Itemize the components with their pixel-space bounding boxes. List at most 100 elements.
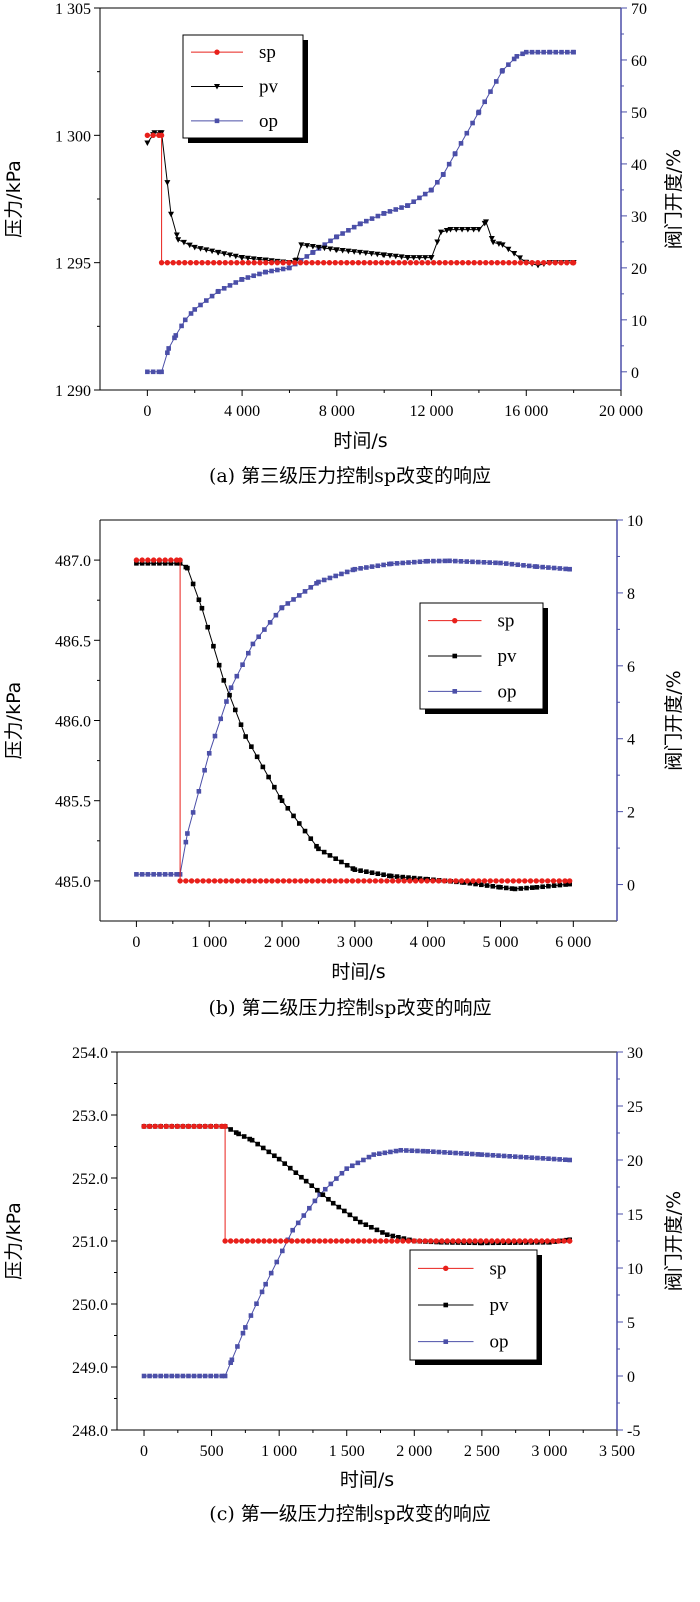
data-point-sp: [344, 1238, 351, 1244]
y2-tick-label: 2: [627, 805, 635, 822]
data-point-sp: [180, 1123, 186, 1130]
x-tick-label: 1 000: [261, 1443, 297, 1460]
figure-caption: (a) 第三级压力控制sp改变的响应: [209, 465, 491, 487]
data-point-sp: [222, 1123, 228, 1130]
data-point-pv: [368, 251, 375, 257]
data-point-op: [240, 662, 245, 667]
data-point-sp: [199, 259, 205, 266]
data-point-sp: [156, 557, 163, 563]
data-point-pv: [384, 1232, 390, 1237]
data-point-op: [515, 562, 521, 568]
data-point-pv: [363, 1222, 369, 1227]
data-point-op: [541, 49, 546, 55]
data-point-pv: [298, 242, 305, 248]
x-tick-label: 5 000: [482, 934, 518, 951]
data-point-op: [534, 564, 540, 569]
data-point-op: [387, 209, 393, 214]
data-point-op: [169, 1373, 175, 1379]
data-point-pv: [339, 248, 346, 254]
figure-caption: (c) 第一级压力控制sp改变的响应: [209, 1503, 490, 1525]
data-point-pv: [339, 859, 344, 865]
data-point-pv: [375, 871, 381, 877]
data-point-pv: [392, 253, 399, 260]
data-point-pv: [443, 228, 450, 234]
data-point-pv: [315, 244, 322, 251]
data-point-sp: [389, 878, 396, 884]
data-point-op: [567, 1157, 573, 1163]
data-point-pv: [406, 875, 411, 880]
data-point-pv: [336, 1204, 342, 1210]
data-point-op: [280, 1248, 285, 1254]
data-point-sp: [305, 1238, 312, 1244]
data-point-pv: [205, 624, 210, 630]
data-point-pv: [398, 254, 405, 260]
data-point-op: [316, 579, 321, 585]
data-point-sp: [163, 1123, 169, 1130]
data-point-op: [312, 1198, 318, 1204]
data-point-sp: [176, 259, 182, 266]
data-point-op: [229, 1357, 235, 1363]
data-point-op: [240, 1330, 246, 1336]
data-point-op: [369, 564, 375, 569]
data-point-pv: [347, 1212, 353, 1218]
data-point-pv: [479, 882, 484, 888]
data-point-sp: [343, 878, 350, 884]
data-point-op: [257, 271, 262, 277]
data-point-pv: [157, 561, 162, 566]
data-point-sp: [504, 878, 511, 884]
data-point-sp: [277, 1238, 284, 1244]
y-tick-label: 486.5: [55, 633, 91, 650]
data-point-op: [295, 1220, 301, 1226]
y2-axis-label: 阀门开度/%: [663, 149, 685, 249]
data-point-op: [535, 49, 541, 55]
data-point-pv: [287, 1165, 293, 1171]
data-point-sp: [286, 259, 292, 266]
data-point-sp: [533, 1238, 539, 1244]
data-point-op: [406, 560, 411, 565]
data-point-op: [196, 789, 202, 794]
data-point-op: [246, 650, 251, 656]
data-point-op: [179, 323, 184, 329]
data-point-op: [147, 1373, 152, 1379]
data-point-op: [382, 1150, 388, 1156]
data-point-op: [425, 558, 430, 564]
data-point-sp: [378, 259, 385, 266]
data-point-op: [349, 1163, 355, 1169]
data-point-op: [213, 1373, 219, 1379]
data-point-op: [291, 597, 296, 602]
data-point-pv: [233, 1130, 239, 1135]
data-point-sp: [494, 259, 501, 266]
data-point-op: [310, 249, 316, 255]
data-point-op: [470, 559, 475, 565]
data-point-op: [158, 1373, 163, 1379]
data-point-pv: [272, 1153, 277, 1159]
data-point-sp: [458, 878, 465, 884]
data-point-pv: [144, 140, 151, 146]
data-point-sp: [292, 878, 298, 884]
data-point-sp: [395, 878, 402, 884]
x-tick-label: 20 000: [599, 403, 643, 420]
data-point-sp: [300, 1238, 306, 1244]
data-point-pv: [256, 256, 263, 263]
data-point-op: [523, 49, 529, 55]
legend: sp pv op: [419, 602, 548, 714]
data-point-pv: [250, 256, 257, 262]
series-pv: [141, 1124, 573, 1246]
data-point-op: [452, 151, 458, 156]
data-point-op: [173, 333, 179, 338]
data-point-sp: [523, 259, 529, 266]
data-point-pv: [327, 853, 333, 858]
data-point-op: [431, 1149, 436, 1154]
data-point-sp: [257, 259, 263, 266]
data-point-pv: [196, 597, 202, 603]
data-point-op: [436, 1149, 442, 1155]
data-point-op: [206, 751, 212, 756]
data-point-pv: [461, 880, 467, 885]
data-point-pv: [327, 246, 334, 252]
data-point-sp: [280, 259, 286, 266]
data-point-op: [327, 575, 333, 581]
data-point-pv: [490, 884, 496, 889]
data-point-pv: [473, 881, 478, 887]
data-point-pv: [243, 734, 248, 739]
